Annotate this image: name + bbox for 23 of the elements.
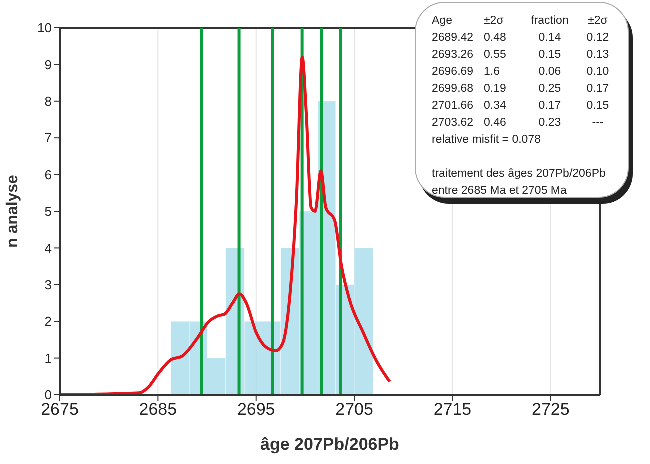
y-tick-label: 9 bbox=[44, 57, 52, 72]
y-tick-label: 4 bbox=[44, 240, 52, 256]
line-series bbox=[60, 56, 392, 395]
y-axis-title: n analyse bbox=[4, 174, 22, 248]
y-tick-label: 0 bbox=[44, 388, 52, 403]
y-tick-label: 7 bbox=[44, 130, 52, 146]
y-tick-label: 2 bbox=[44, 314, 52, 330]
x-tick-label: 2725 bbox=[532, 400, 570, 420]
y-tick-label: 6 bbox=[44, 167, 52, 182]
x-tick-label: 2705 bbox=[336, 400, 374, 420]
x-axis-title: âge 207Pb/206Pb bbox=[260, 435, 400, 454]
y-tick-label: 8 bbox=[44, 94, 52, 110]
y-tick-label: 3 bbox=[44, 278, 52, 293]
x-tick-label: 2715 bbox=[434, 400, 472, 420]
annotation: relative misfit = 0.078 bbox=[432, 133, 542, 148]
x-tick-label: 2695 bbox=[237, 400, 276, 420]
annotation: traitement des âges 207Pb/206Pb bbox=[432, 167, 607, 182]
annotation: entre 2685 Ma et 2705 Ma bbox=[432, 184, 568, 199]
y-tick-label: 10 bbox=[38, 20, 52, 36]
x-tick-label: 2685 bbox=[139, 400, 178, 420]
x-tick-label: 2675 bbox=[41, 400, 79, 420]
y-tick-label: 5 bbox=[44, 204, 52, 220]
y-tick-label: 1 bbox=[44, 350, 52, 366]
